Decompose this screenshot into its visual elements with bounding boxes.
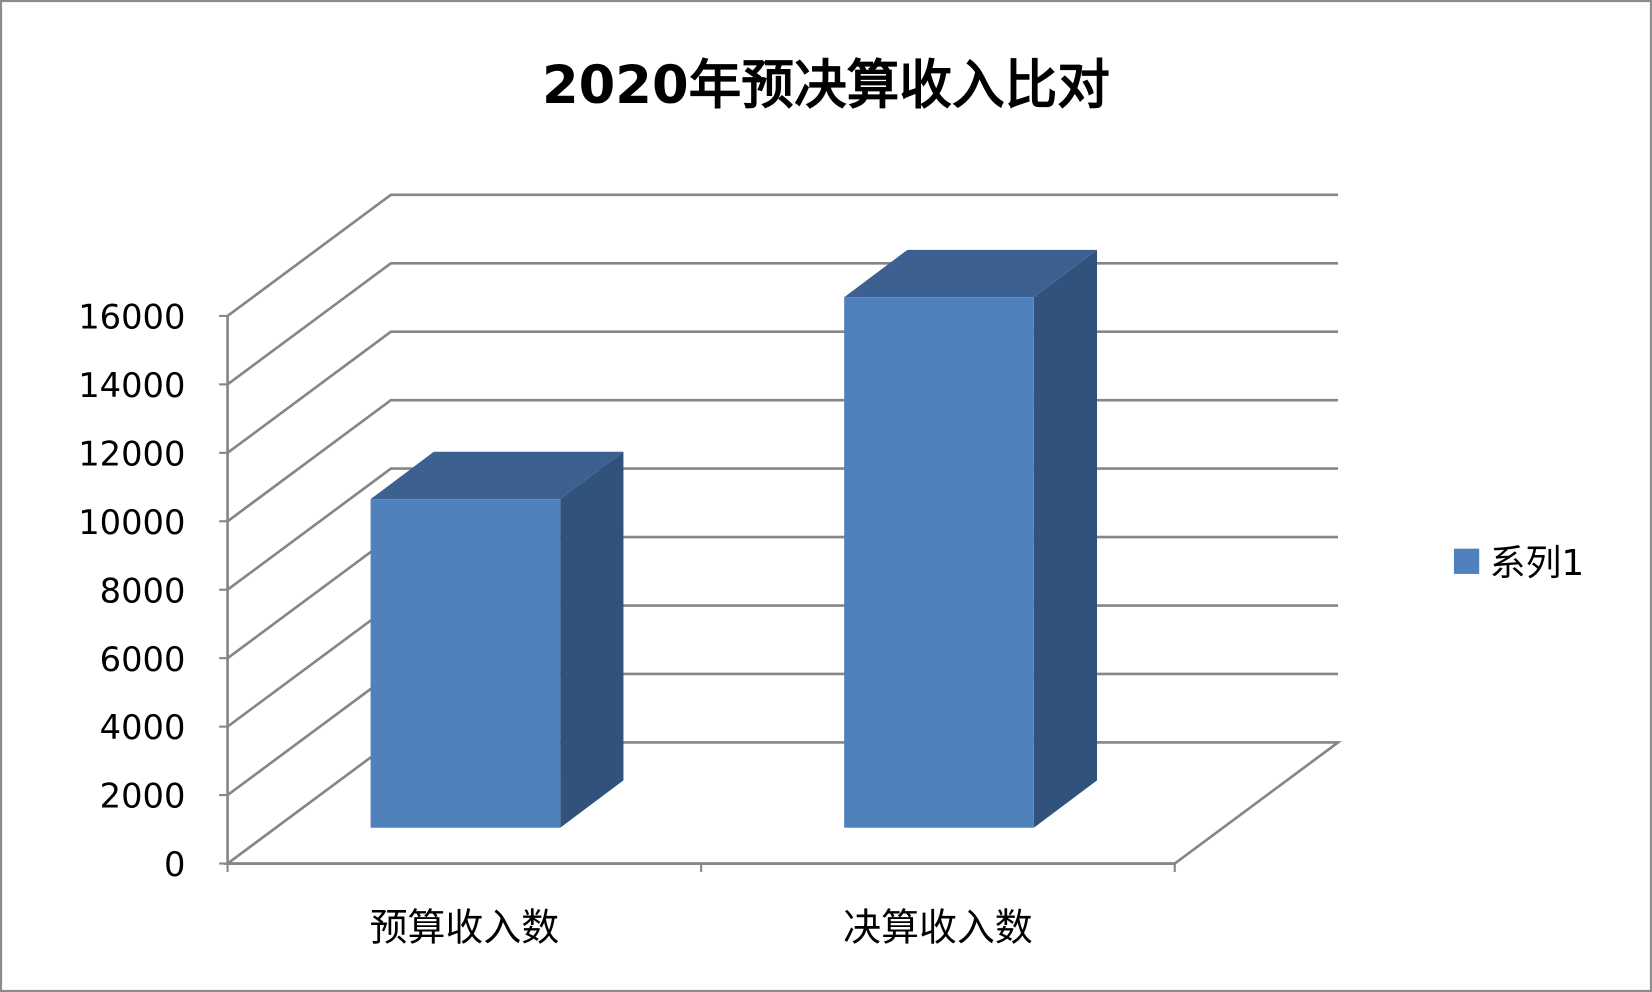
- axes: [219, 314, 1176, 872]
- bar-side: [560, 451, 624, 828]
- legend-label: 系列1: [1490, 543, 1584, 584]
- legend: 系列1: [1453, 543, 1584, 584]
- y-tick-label: 14000: [78, 366, 185, 405]
- bar-side: [1033, 249, 1098, 828]
- bar-top: [844, 249, 1098, 298]
- chart-title: 2020年预决算收入比对: [542, 55, 1110, 116]
- y-tick-label: 12000: [78, 434, 185, 473]
- gridlines: [223, 193, 1343, 865]
- bar: [844, 297, 1034, 828]
- gridline: [226, 193, 1339, 317]
- y-tick-label: 0: [164, 845, 185, 884]
- y-tick-label: 6000: [100, 640, 186, 679]
- bar: [370, 499, 561, 828]
- y-tick-label: 10000: [78, 503, 185, 542]
- bars: [370, 249, 1098, 828]
- y-tick-label: 16000: [78, 298, 185, 337]
- legend-swatch: [1453, 548, 1480, 574]
- y-tick-label: 4000: [100, 708, 186, 747]
- bar-top: [370, 451, 624, 500]
- x-tick-label: 预算收入数: [370, 905, 560, 949]
- labels: 0 2000 4000 6000 8000 10000 12000 14000 16000 预算收…: [78, 298, 1032, 950]
- x-tick-label: 决算收入数: [843, 905, 1033, 949]
- y-tick-label: 2000: [100, 777, 186, 816]
- y-tick-label: 8000: [100, 571, 186, 610]
